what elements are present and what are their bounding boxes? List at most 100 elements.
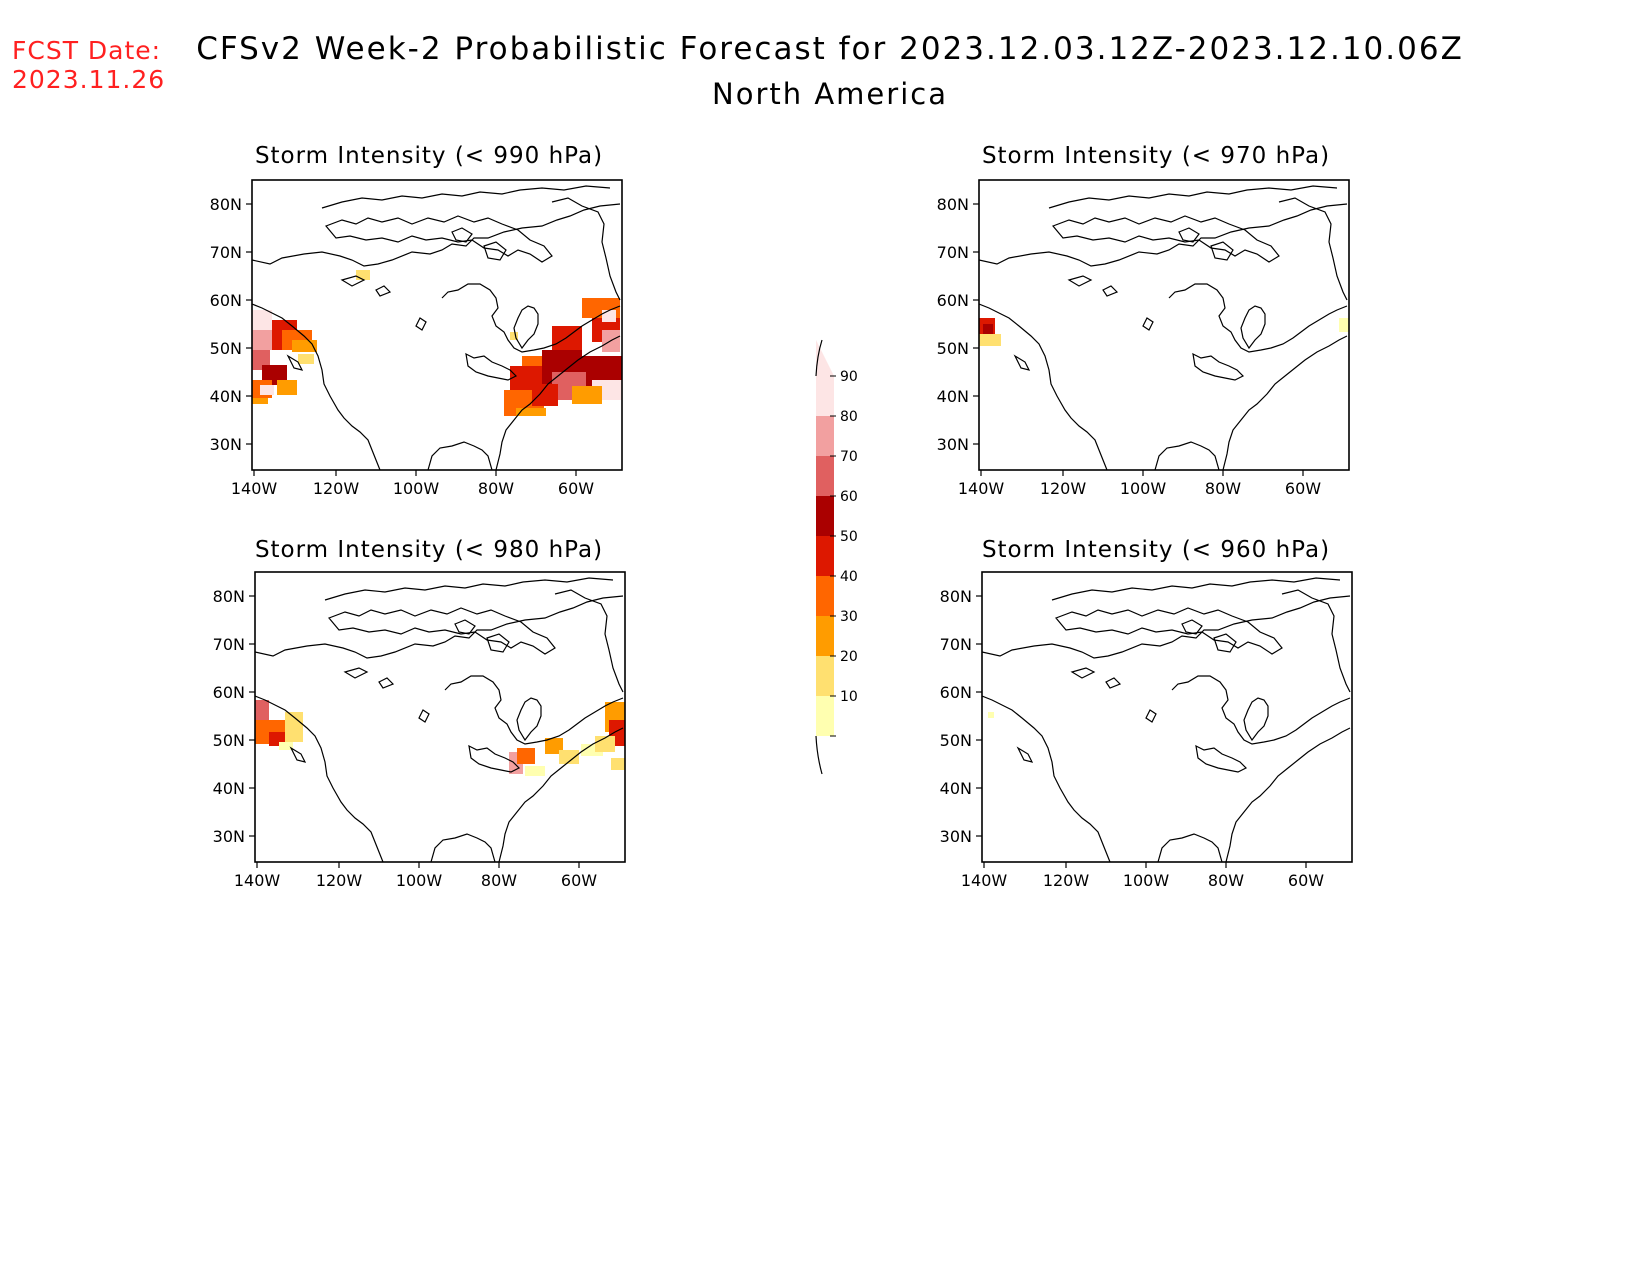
coastline xyxy=(1067,275,1093,287)
coastline xyxy=(415,317,427,331)
probability-cell xyxy=(252,398,268,404)
region-subtitle: North America xyxy=(712,77,948,111)
coastline xyxy=(1048,185,1338,209)
lat-tick-label: 30N xyxy=(937,435,969,454)
coastline xyxy=(498,727,624,862)
probability-cell xyxy=(988,712,994,718)
coastline xyxy=(252,203,621,267)
lat-tick-label: 40N xyxy=(940,779,972,798)
coastline xyxy=(551,197,621,301)
lat-tick-label: 40N xyxy=(937,387,969,406)
lat-tick-label: 80N xyxy=(937,195,969,214)
probability-cell xyxy=(552,326,582,354)
colorbar-swatch xyxy=(816,456,834,496)
colorbar: 90 80 70 60 50 40 30 20 10 xyxy=(815,339,858,775)
lon-tick-label: 60W xyxy=(1288,871,1324,890)
colorbar-swatch xyxy=(816,496,834,536)
lon-tick-label: 80W xyxy=(1205,479,1241,498)
coastline xyxy=(1142,317,1154,331)
coastline xyxy=(343,667,369,679)
coastline xyxy=(486,633,510,653)
coastline xyxy=(516,697,542,742)
panel-title-980: Storm Intensity (< 980 hPa) xyxy=(254,537,604,563)
panel-title-970: Storm Intensity (< 970 hPa) xyxy=(981,143,1331,169)
probability-cell xyxy=(525,766,545,776)
colorbar-cap-line xyxy=(815,735,823,775)
coastline xyxy=(1070,667,1096,679)
lat-tick-label: 50N xyxy=(210,339,242,358)
lon-tick-label: 80W xyxy=(1208,871,1244,890)
colorbar-swatch xyxy=(816,696,834,736)
coastline xyxy=(465,352,518,381)
colorbar-label: 90 xyxy=(840,369,858,385)
probability-cell xyxy=(298,354,314,364)
lon-tick-label: 120W xyxy=(1043,871,1090,890)
coastline xyxy=(340,275,366,287)
coastline xyxy=(454,619,476,635)
coastline xyxy=(1051,215,1280,263)
coastline xyxy=(252,303,381,470)
probability-cell xyxy=(252,310,272,332)
lat-tick-label: 70N xyxy=(937,243,969,262)
coastline xyxy=(1178,227,1200,243)
lon-tick-label: 100W xyxy=(1123,871,1170,890)
lat-tick-label: 40N xyxy=(210,387,242,406)
forecast-date-label: FCST Date: xyxy=(12,36,162,65)
panel-title-990: Storm Intensity (< 990 hPa) xyxy=(254,143,604,169)
coastline xyxy=(1210,241,1234,261)
probability-cell xyxy=(279,742,293,750)
lat-tick-label: 40N xyxy=(213,779,245,798)
lat-tick-label: 50N xyxy=(213,731,245,750)
coastline xyxy=(1013,354,1031,371)
probability-cell xyxy=(516,408,546,416)
coastline xyxy=(1171,675,1351,745)
colorbar-cap-line xyxy=(815,339,823,377)
lat-tick-label: 30N xyxy=(940,827,972,846)
lon-tick-label: 140W xyxy=(961,871,1008,890)
panel-title-960: Storm Intensity (< 960 hPa) xyxy=(981,537,1331,563)
coastline xyxy=(1213,633,1237,653)
probability-cell xyxy=(559,750,579,764)
probability-cell xyxy=(517,748,535,764)
forecast-date-value: 2023.11.26 xyxy=(12,65,166,94)
coastline xyxy=(1157,833,1223,862)
coastline xyxy=(255,695,384,862)
coastline xyxy=(1195,744,1248,773)
coastline xyxy=(324,215,553,263)
map-frame xyxy=(981,571,1353,863)
colorbar-swatch xyxy=(816,616,834,656)
coastline xyxy=(1225,727,1351,862)
probability-cell xyxy=(532,384,558,406)
lat-tick-label: 70N xyxy=(210,243,242,262)
probability-cell xyxy=(979,334,1001,346)
map-frame xyxy=(254,571,626,863)
lon-tick-label: 140W xyxy=(234,871,281,890)
coastline xyxy=(495,335,621,470)
probability-cell xyxy=(277,380,297,395)
probability-cell xyxy=(356,270,370,280)
lat-tick-label: 70N xyxy=(213,635,245,654)
lat-tick-label: 30N xyxy=(213,827,245,846)
lat-tick-label: 60N xyxy=(213,683,245,702)
colorbar-label: 50 xyxy=(840,529,858,545)
coastline xyxy=(1054,607,1283,655)
coastline xyxy=(289,746,307,763)
probability-cell xyxy=(285,712,303,742)
lon-tick-label: 80W xyxy=(481,871,517,890)
lon-tick-label: 140W xyxy=(231,479,278,498)
probability-cell xyxy=(1339,318,1349,332)
colorbar-swatch xyxy=(816,416,834,456)
colorbar-top-triangle xyxy=(816,340,834,376)
probability-cell xyxy=(255,700,269,722)
probability-cell xyxy=(602,310,616,322)
coastline xyxy=(286,354,304,371)
lat-tick-label: 60N xyxy=(937,291,969,310)
probability-cell xyxy=(611,758,625,770)
lat-tick-label: 70N xyxy=(940,635,972,654)
lat-tick-label: 50N xyxy=(937,339,969,358)
coastline xyxy=(321,185,611,209)
coastline xyxy=(513,305,539,350)
coastline xyxy=(483,241,507,261)
coastline xyxy=(979,203,1348,267)
coastline xyxy=(1102,285,1119,297)
